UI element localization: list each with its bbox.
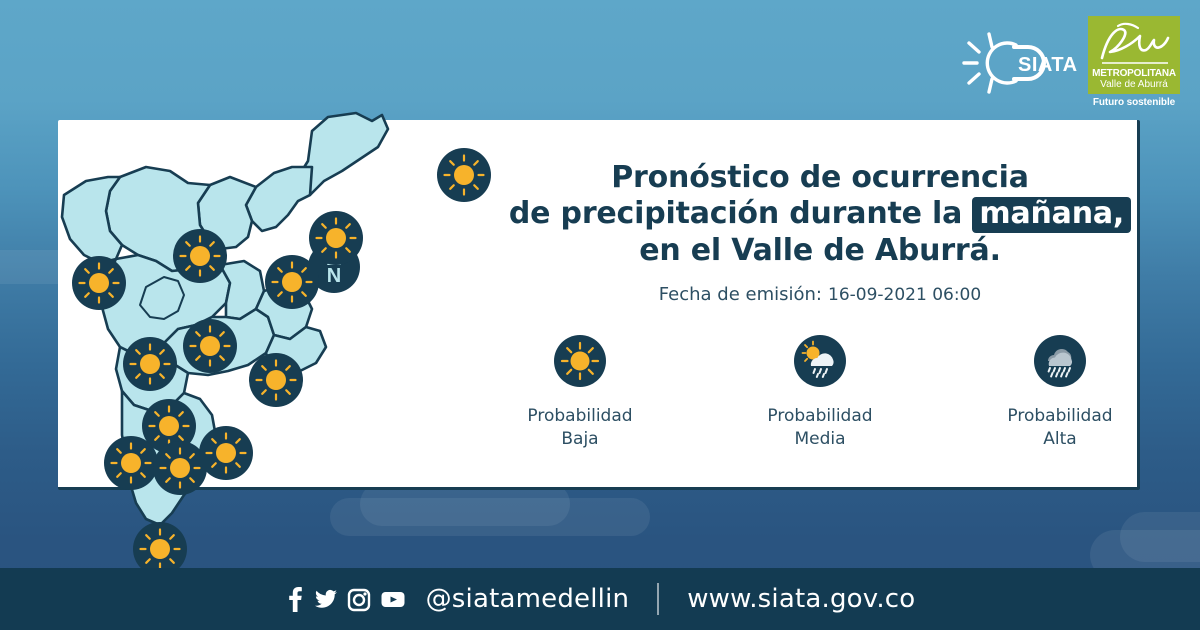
amva-area-script-icon	[1100, 22, 1170, 64]
station-marker	[123, 337, 177, 391]
svg-text:SIATA: SIATA	[1018, 54, 1078, 76]
sun-icon	[515, 335, 645, 391]
amva-valle-label: Valle de Aburrá	[1100, 79, 1168, 90]
sun-icon	[179, 235, 221, 277]
footer-divider	[657, 583, 660, 615]
station-marker-group	[72, 148, 491, 576]
social-icon-group	[285, 586, 406, 612]
headline-line-2: de precipitación durante la mañana,	[500, 196, 1140, 233]
legend-label-alta: Probabilidad Alta	[995, 405, 1125, 451]
sun-icon	[189, 325, 231, 367]
background-cloud-1	[330, 498, 650, 536]
legend-item-media: Probabilidad Media	[755, 335, 885, 451]
headline-line-3: en el Valle de Aburrá.	[639, 233, 1001, 268]
station-marker	[104, 436, 158, 490]
forecast-panel: Pronóstico de ocurrencia de precipitació…	[500, 160, 1140, 451]
station-marker	[309, 211, 363, 265]
sun-icon	[443, 154, 485, 196]
valle-de-aburra-map: N	[60, 55, 491, 576]
siata-logo: SIATA	[958, 30, 1078, 100]
legend-label-baja: Probabilidad Baja	[515, 405, 645, 451]
emission-date-row: Fecha de emisión: 16-09-2021 06:00	[500, 284, 1140, 305]
sun-icon	[139, 528, 181, 570]
sun-icon	[255, 359, 297, 401]
probability-legend: Probabilidad Baja	[500, 335, 1140, 451]
station-marker	[265, 255, 319, 309]
page-title: Pronóstico de ocurrencia de precipitació…	[500, 160, 1140, 269]
station-marker	[183, 319, 237, 373]
sun-icon	[148, 405, 190, 447]
legend-item-alta: Probabilidad Alta	[995, 335, 1125, 451]
social-handle[interactable]: @siatamedellin	[425, 584, 630, 614]
compass-north-label: N	[327, 265, 341, 287]
sun-icon	[78, 262, 120, 304]
station-marker	[249, 353, 303, 407]
sun-icon	[159, 447, 201, 489]
headline-highlight: mañana,	[972, 197, 1132, 233]
headline-line-1: Pronóstico de ocurrencia	[611, 160, 1029, 195]
station-marker	[199, 426, 253, 480]
legend-label-media: Probabilidad Media	[755, 405, 885, 451]
legend-media-line1: Probabilidad	[767, 406, 873, 426]
youtube-icon[interactable]	[380, 586, 406, 612]
siata-sun-cloud-icon: SIATA	[962, 32, 1078, 94]
legend-item-baja: Probabilidad Baja	[515, 335, 645, 451]
legend-baja-line1: Probabilidad	[527, 406, 633, 426]
footer-content: @siatamedellin www.siata.gov.co	[285, 583, 916, 615]
website-url[interactable]: www.siata.gov.co	[687, 584, 916, 614]
amva-tagline: Futuro sostenible	[1092, 97, 1176, 108]
station-marker	[133, 522, 187, 576]
legend-baja-line2: Baja	[561, 429, 599, 449]
sun-icon	[271, 261, 313, 303]
sun-icon	[110, 442, 152, 484]
legend-alta-line2: Alta	[1043, 429, 1077, 449]
logo-group: SIATA METROPOLITANA Valle de Aburrá Futu…	[958, 16, 1180, 108]
emission-date-value: 16-09-2021 06:00	[828, 285, 982, 305]
amva-green-box: METROPOLITANA Valle de Aburrá	[1088, 16, 1180, 94]
cloud-rain-icon	[995, 335, 1125, 391]
station-marker	[173, 229, 227, 283]
station-marker	[153, 441, 207, 495]
station-marker	[142, 399, 196, 453]
sun-icon	[315, 217, 357, 259]
legend-alta-line1: Probabilidad	[1007, 406, 1113, 426]
amva-logo: METROPOLITANA Valle de Aburrá Futuro sos…	[1088, 16, 1180, 108]
footer: @siatamedellin www.siata.gov.co	[0, 568, 1200, 630]
instagram-icon[interactable]	[347, 586, 371, 612]
background-cloud-4	[1120, 512, 1200, 562]
station-marker	[72, 256, 126, 310]
legend-media-line2: Media	[794, 429, 846, 449]
emission-date-label: Fecha de emisión:	[658, 284, 822, 305]
amva-metropolitana-label: METROPOLITANA	[1092, 68, 1176, 79]
station-marker	[437, 148, 491, 202]
sun-cloud-rain-icon	[755, 335, 885, 391]
headline-line-2-text: de precipitación durante la	[508, 196, 963, 231]
twitter-icon[interactable]	[314, 586, 338, 612]
sun-icon	[205, 432, 247, 474]
facebook-icon[interactable]	[285, 586, 305, 612]
sun-icon	[129, 343, 171, 385]
